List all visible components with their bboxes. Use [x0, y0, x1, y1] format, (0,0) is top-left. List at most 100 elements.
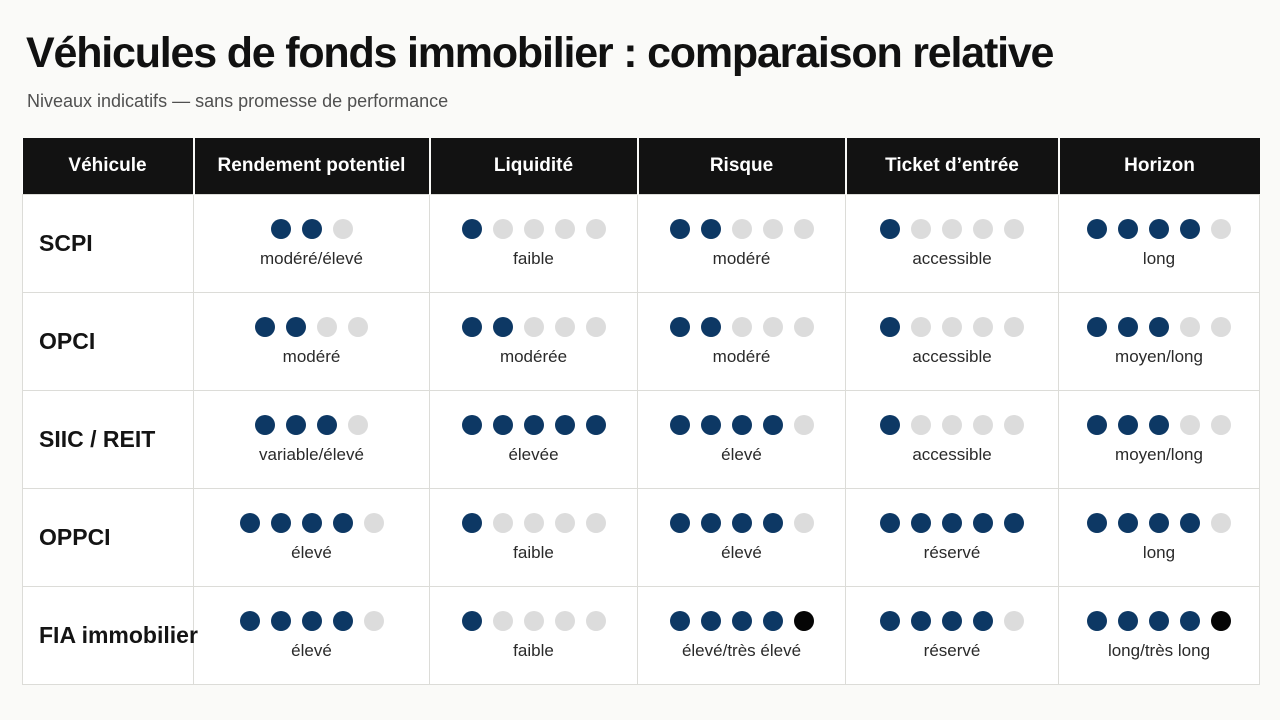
rating-dots [846, 316, 1058, 337]
column-header-entry-ticket: Ticket d’entrée [844, 138, 1059, 195]
filled-dot-icon [973, 512, 993, 533]
filled-dot-icon [911, 610, 931, 631]
empty-dot-icon [973, 218, 993, 239]
rating-label: élevé [291, 640, 332, 660]
rating-dots [430, 316, 637, 337]
rating-dots [1059, 218, 1259, 239]
page-subtitle: Niveaux indicatifs — sans promesse de pe… [27, 91, 449, 111]
filled-dot-icon [301, 512, 322, 533]
rating-label: élevée [508, 444, 559, 464]
rating-label: élevé [721, 542, 762, 562]
empty-dot-icon [554, 218, 575, 239]
filled-dot-icon [973, 610, 993, 631]
rating-dots [194, 414, 429, 435]
filled-dot-icon [585, 414, 606, 435]
filled-dot-icon [286, 414, 306, 435]
empty-dot-icon [492, 218, 513, 239]
filled-dot-icon [255, 316, 275, 337]
rating-cell-entry-ticket: accessible [845, 390, 1059, 489]
filled-dot-icon [1118, 414, 1138, 435]
empty-dot-icon [554, 512, 575, 533]
filled-dot-icon [1118, 316, 1138, 337]
rating-dots [430, 218, 637, 239]
empty-dot-icon [942, 316, 962, 337]
table-row: OPCI modéré modérée modéré accessible moyen/l… [22, 292, 1260, 391]
filled-dot-icon [332, 610, 353, 631]
filled-dot-icon [1149, 316, 1169, 337]
empty-dot-icon [793, 414, 814, 435]
rating-cell-entry-ticket: réservé [845, 488, 1059, 587]
filled-dot-icon [523, 414, 544, 435]
table-row: SIIC / REIT variable/élevé élevée élevé acce… [22, 390, 1260, 489]
filled-dot-icon [1118, 218, 1138, 239]
empty-dot-icon [942, 414, 962, 435]
rating-label: moyen/long [1115, 346, 1203, 366]
column-header-risk: Risque [636, 138, 846, 195]
empty-dot-icon [523, 610, 544, 631]
rating-cell-horizon: long [1058, 194, 1260, 293]
filled-dot-icon [1149, 218, 1169, 239]
vehicle-name: FIA immobilier [22, 586, 198, 685]
empty-dot-icon [492, 610, 513, 631]
table-row: FIA immobilier élevé faible élevé/très élev… [22, 586, 1260, 685]
table-body: SCPI modéré/élevé faible modéré accessible lo… [22, 194, 1260, 685]
filled-dot-icon [700, 218, 721, 239]
filled-dot-icon [1087, 512, 1107, 533]
filled-dot-icon [301, 610, 322, 631]
rating-dots [846, 512, 1058, 533]
empty-dot-icon [911, 316, 931, 337]
filled-dot-icon [270, 512, 291, 533]
empty-dot-icon [973, 414, 993, 435]
empty-dot-icon [585, 218, 606, 239]
max-level-dot-icon [793, 610, 814, 631]
column-header-yield: Rendement potentiel [192, 138, 430, 195]
empty-dot-icon [762, 218, 783, 239]
filled-dot-icon [286, 316, 306, 337]
filled-dot-icon [1180, 512, 1200, 533]
empty-dot-icon [1211, 316, 1231, 337]
vehicle-name: SCPI [22, 194, 194, 293]
filled-dot-icon [1118, 610, 1138, 631]
rating-cell-horizon: moyen/long [1058, 292, 1260, 391]
rating-label: faible [513, 640, 554, 660]
filled-dot-icon [762, 610, 783, 631]
rating-dots [1059, 610, 1259, 631]
filled-dot-icon [1149, 610, 1169, 631]
empty-dot-icon [911, 414, 931, 435]
rating-cell-risk: modéré [637, 194, 846, 293]
empty-dot-icon [585, 512, 606, 533]
filled-dot-icon [669, 316, 690, 337]
vehicle-name: OPPCI [22, 488, 194, 587]
empty-dot-icon [793, 218, 814, 239]
empty-dot-icon [731, 218, 752, 239]
rating-label: moyen/long [1115, 444, 1203, 464]
comparison-table: Véhicule Rendement potentiel Liquidité R… [22, 138, 1260, 685]
rating-label: variable/élevé [259, 444, 364, 464]
rating-dots [430, 512, 637, 533]
table-row: SCPI modéré/élevé faible modéré accessible lo… [22, 194, 1260, 293]
filled-dot-icon [1180, 610, 1200, 631]
rating-cell-yield: variable/élevé [193, 390, 430, 489]
rating-cell-liquidity: faible [429, 586, 638, 685]
rating-dots [1059, 316, 1259, 337]
empty-dot-icon [363, 610, 384, 631]
empty-dot-icon [973, 316, 993, 337]
rating-label: réservé [923, 640, 981, 660]
rating-label: faible [513, 542, 554, 562]
filled-dot-icon [1180, 218, 1200, 239]
column-header-vehicle: Véhicule [22, 138, 194, 195]
empty-dot-icon [911, 218, 931, 239]
filled-dot-icon [461, 512, 482, 533]
rating-dots [846, 218, 1058, 239]
rating-label: long [1142, 248, 1176, 268]
empty-dot-icon [1211, 414, 1231, 435]
rating-label: modérée [499, 346, 568, 366]
filled-dot-icon [301, 218, 322, 239]
column-header-horizon: Horizon [1057, 138, 1260, 195]
rating-cell-yield: élevé [193, 488, 430, 587]
rating-cell-horizon: long [1058, 488, 1260, 587]
filled-dot-icon [461, 316, 482, 337]
vehicle-name: OPCI [22, 292, 194, 391]
filled-dot-icon [255, 414, 275, 435]
